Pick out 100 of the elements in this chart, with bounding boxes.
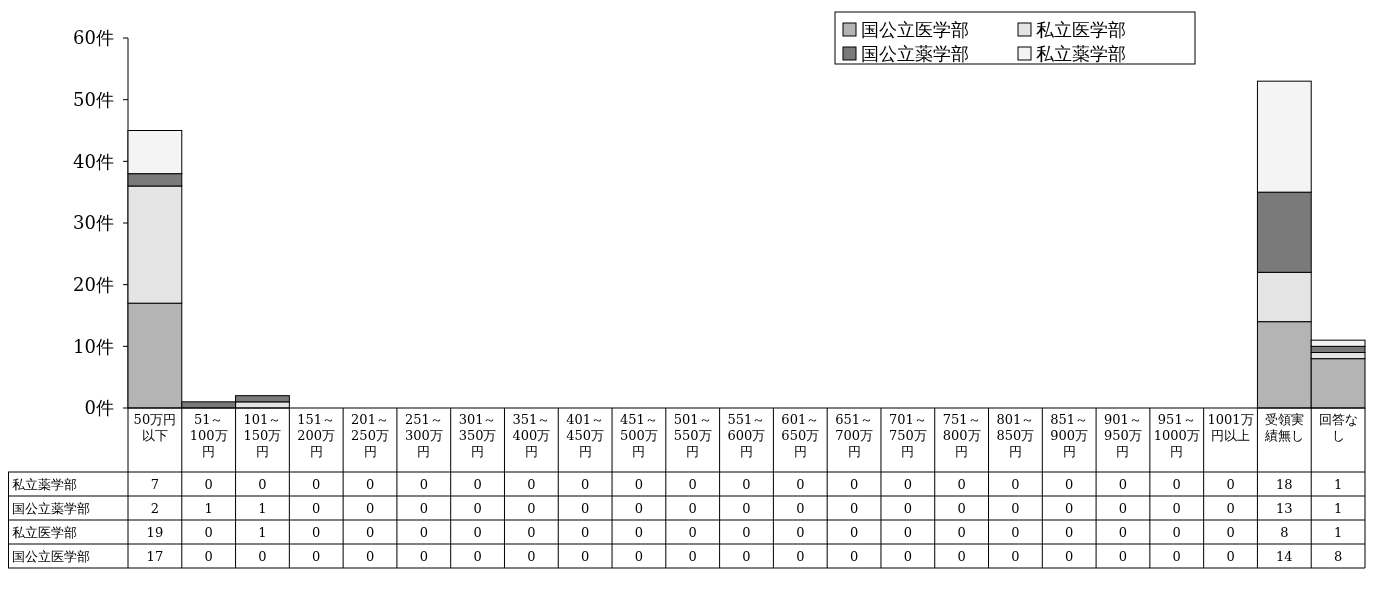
data-label: 0 <box>796 524 805 540</box>
data-label: 0 <box>1172 476 1181 492</box>
data-label: 17 <box>146 548 164 564</box>
data-label: 0 <box>1065 500 1074 516</box>
data-label: 0 <box>796 500 805 516</box>
y-tick-label: 40件 <box>73 150 114 172</box>
data-label: 0 <box>419 548 428 564</box>
data-label: 0 <box>742 524 751 540</box>
data-label: 0 <box>634 548 644 564</box>
data-label: 0 <box>634 524 644 540</box>
legend-label: 私立医学部 <box>1036 19 1126 41</box>
data-label: 0 <box>1118 500 1128 516</box>
data-label: 0 <box>1226 476 1235 492</box>
text: 私立医学部 <box>12 524 77 540</box>
x-tick-label: 1001万円以上 <box>1207 412 1254 443</box>
data-label: 0 <box>849 500 859 516</box>
data-label: 0 <box>581 524 590 540</box>
x-tick-label: 251～300万円 <box>404 412 443 459</box>
x-tick-label: 301～350万円 <box>458 412 497 459</box>
legend-label: 国公立薬学部 <box>861 43 969 65</box>
data-label: 0 <box>957 548 966 564</box>
y-tick-label: 60件 <box>73 27 114 49</box>
data-label: 0 <box>634 500 644 516</box>
data-label: 0 <box>204 524 213 540</box>
data-label: 0 <box>312 500 321 516</box>
x-tick-label: 51～100万円 <box>189 412 228 459</box>
x-tick-label: 受領実績無し <box>1263 412 1304 443</box>
x-tick-label: 回答なし <box>1318 412 1358 443</box>
data-label: 13 <box>1276 500 1293 516</box>
data-label: 0 <box>473 548 482 564</box>
data-label: 0 <box>742 476 751 492</box>
data-label: 7 <box>150 476 160 492</box>
x-tick-label: 201～250万円 <box>351 412 389 459</box>
x-tick-label: 551～600万円 <box>727 412 766 459</box>
data-label: 0 <box>365 500 375 516</box>
data-label: 19 <box>146 524 164 540</box>
data-label: 0 <box>258 476 267 492</box>
data-label: 0 <box>1172 524 1181 540</box>
y-tick-label: 30件 <box>73 212 114 234</box>
data-label: 0 <box>312 476 321 492</box>
data-label: 14 <box>1276 548 1293 564</box>
text: 国公立医学部 <box>12 548 90 564</box>
data-label: 0 <box>796 548 805 564</box>
x-tick-label: 851～900万円 <box>1050 412 1089 459</box>
data-label: 0 <box>1011 524 1020 540</box>
data-label: 0 <box>1172 548 1181 564</box>
data-label: 0 <box>957 524 966 540</box>
data-label: 0 <box>796 476 805 492</box>
x-tick-label: 601～650万円 <box>781 412 820 459</box>
data-label: 0 <box>1011 548 1020 564</box>
data-label: 0 <box>1065 524 1074 540</box>
data-label: 0 <box>957 476 966 492</box>
data-label: 0 <box>312 548 321 564</box>
text: 国公立薬学部 <box>12 500 90 516</box>
data-label: 0 <box>473 476 482 492</box>
data-label: 0 <box>1011 476 1020 492</box>
data-label: 1 <box>1333 500 1343 516</box>
data-label: 0 <box>204 476 213 492</box>
data-label: 1 <box>258 524 267 540</box>
data-label: 0 <box>688 524 697 540</box>
y-tick-label: 50件 <box>73 88 114 110</box>
data-label: 0 <box>742 500 751 516</box>
data-label: 0 <box>1065 476 1074 492</box>
data-label: 1 <box>258 500 267 516</box>
x-tick-label: 451～500万円 <box>620 412 658 459</box>
data-label: 8 <box>1280 524 1289 540</box>
data-label: 0 <box>419 500 428 516</box>
data-label: 0 <box>581 500 590 516</box>
data-label: 1 <box>1333 476 1343 492</box>
text: 私立薬学部 <box>12 476 77 492</box>
data-label: 0 <box>473 524 482 540</box>
x-tick-label: 401～450万円 <box>566 412 605 459</box>
data-label: 0 <box>688 548 697 564</box>
x-tick-label: 701～750万円 <box>888 412 927 459</box>
data-label: 0 <box>742 548 751 564</box>
x-tick-label: 751～800万円 <box>942 412 981 459</box>
data-label: 0 <box>581 548 590 564</box>
data-label: 0 <box>849 548 859 564</box>
data-label: 0 <box>1118 524 1128 540</box>
data-label: 0 <box>849 476 859 492</box>
data-label: 0 <box>419 524 428 540</box>
x-tick-label: 151～200万円 <box>297 412 336 459</box>
data-label: 0 <box>527 476 536 492</box>
x-tick-label: 351～400万円 <box>512 412 551 459</box>
data-label: 8 <box>1333 548 1343 564</box>
data-label: 0 <box>365 548 375 564</box>
x-tick-label: 50万円以下 <box>133 412 177 443</box>
data-label: 0 <box>473 500 482 516</box>
data-label: 0 <box>527 500 536 516</box>
y-tick-label: 10件 <box>73 335 114 357</box>
legend-label: 国公立医学部 <box>861 19 969 41</box>
data-label: 0 <box>258 548 267 564</box>
data-label: 0 <box>1172 500 1181 516</box>
data-label: 0 <box>688 476 697 492</box>
data-label: 0 <box>634 476 644 492</box>
x-tick-label: 901～950万円 <box>1104 412 1142 459</box>
data-label: 0 <box>365 476 375 492</box>
data-label: 0 <box>581 476 590 492</box>
data-label: 0 <box>1226 548 1235 564</box>
data-label: 0 <box>903 476 912 492</box>
